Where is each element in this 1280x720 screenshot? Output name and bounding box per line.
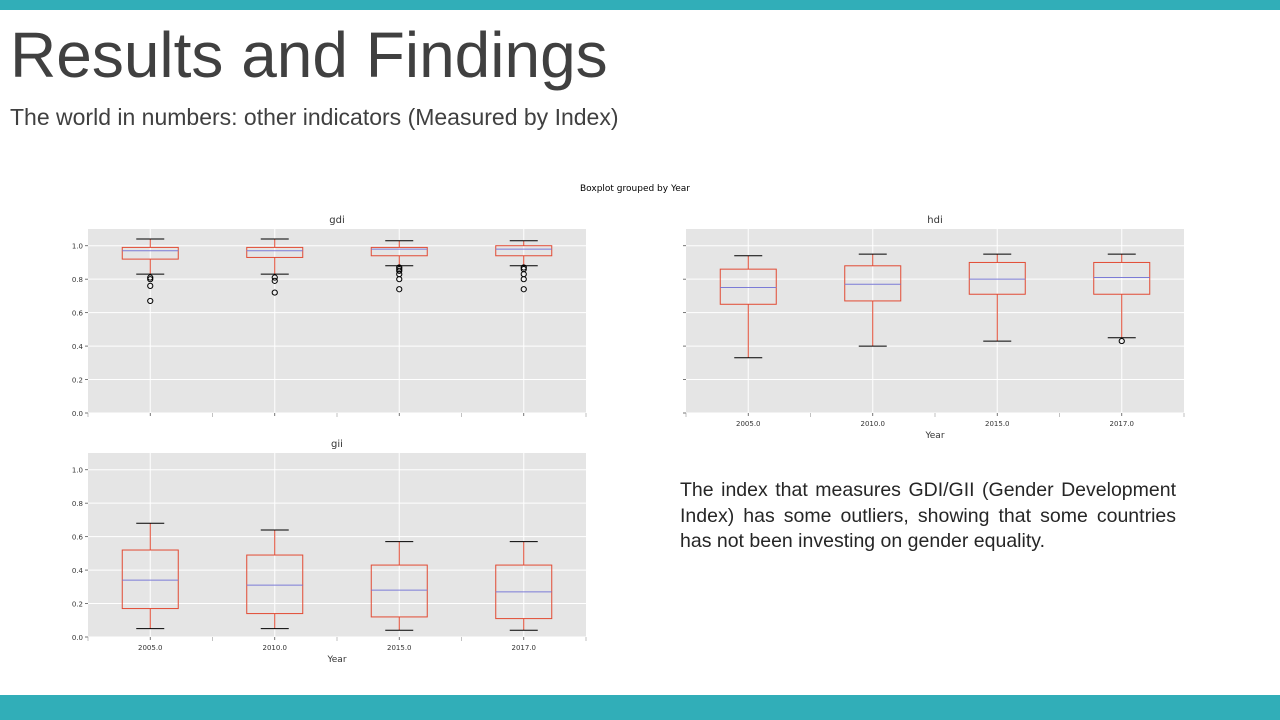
tick-label-x: 2010.0 (263, 644, 288, 652)
box-hdi-2005.0 (719, 255, 777, 359)
tick-label-y: 0.6 (72, 310, 84, 318)
tick-label-y: 0.4 (72, 567, 84, 575)
box-hdi-2010.0 (844, 253, 902, 347)
slide-title: Results and Findings (10, 19, 608, 91)
panel-title: hdi (927, 215, 942, 226)
outlier-point (147, 297, 154, 305)
tick-label-x: 2005.0 (138, 644, 163, 652)
panel-gii: 0.0 0.2 0.4 0.6 0.8 1.0 2005.0 2010.0 2015.0 2017… (72, 439, 587, 665)
tick-label-x: 2017.0 (1110, 420, 1135, 428)
outlier-point (1118, 337, 1125, 345)
box-iqr (121, 246, 179, 260)
outlier-point (396, 267, 403, 274)
tick-label-y: 1.0 (72, 243, 83, 251)
axis-label-x: Year (924, 431, 944, 441)
outlier-point (271, 277, 278, 284)
outlier-point (396, 276, 403, 283)
box-iqr (121, 549, 179, 610)
box-iqr (495, 245, 553, 257)
tick-label-y: 0.2 (72, 601, 83, 609)
panel-gdi: 0.0 0.2 0.4 0.6 0.8 1.0 gdi (72, 215, 587, 418)
figure-suptitle: Boxplot grouped by Year (580, 184, 690, 194)
tick-label-x: 2010.0 (861, 420, 886, 428)
tick-label-y: 0.0 (72, 410, 83, 418)
tick-label-x: 2005.0 (736, 420, 761, 428)
outlier-point (271, 274, 278, 281)
outlier-point (147, 282, 154, 289)
tick-label-y: 0.6 (72, 534, 84, 542)
box-hdi-2015.0 (968, 253, 1026, 342)
box-iqr (246, 554, 304, 615)
box-hdi-2017.0 (1093, 253, 1151, 345)
panel-background (686, 229, 1184, 413)
box-gdi-2015.0 (370, 240, 428, 293)
box-gii-2010.0 (246, 529, 304, 630)
box-gdi-2005.0 (121, 238, 179, 305)
tick-label-y: 0.2 (72, 377, 83, 385)
bottom-accent-bar (0, 695, 1280, 720)
outlier-point (271, 289, 278, 296)
tick-label-y: 1.0 (72, 467, 83, 475)
box-iqr (844, 265, 902, 302)
box-iqr (719, 268, 777, 305)
box-iqr (1093, 261, 1151, 295)
axis-label-x: Year (326, 655, 346, 665)
tick-label-x: 2015.0 (985, 420, 1010, 428)
tick-label-x: 2015.0 (387, 644, 412, 652)
tick-label-y: 0.8 (72, 500, 83, 508)
box-gdi-2010.0 (246, 238, 304, 296)
box-gii-2015.0 (370, 541, 428, 631)
top-accent-bar (0, 0, 1280, 10)
box-iqr (246, 246, 304, 258)
panel-background (88, 453, 586, 637)
panel-background (88, 229, 586, 413)
box-gdi-2017.0 (495, 240, 553, 293)
outlier-point (520, 276, 527, 283)
tick-label-y: 0.4 (72, 343, 84, 351)
panel-hdi: 2005.0 2010.0 2015.0 2017.0 hdi Year (683, 215, 1185, 441)
boxplot-figure: Boxplot grouped by Year 0.0 0.2 0.4 0.6 0.8 1… (72, 184, 1185, 665)
outlier-point (147, 276, 154, 283)
panel-title: gdi (329, 215, 344, 226)
panel-title: gii (331, 439, 343, 450)
slide-subtitle: The world in numbers: other indicators (… (10, 104, 619, 130)
box-gii-2017.0 (495, 541, 553, 631)
box-gii-2005.0 (121, 522, 179, 630)
tick-label-y: 0.0 (72, 634, 83, 642)
outlier-point (396, 286, 403, 293)
box-iqr (370, 564, 428, 618)
tick-label-y: 0.8 (72, 276, 83, 284)
box-iqr (968, 261, 1026, 295)
box-iqr (370, 246, 428, 257)
findings-note: The index that measures GDI/GII (Gender … (680, 479, 1176, 552)
outlier-point (520, 286, 527, 293)
tick-label-x: 2017.0 (512, 644, 537, 652)
